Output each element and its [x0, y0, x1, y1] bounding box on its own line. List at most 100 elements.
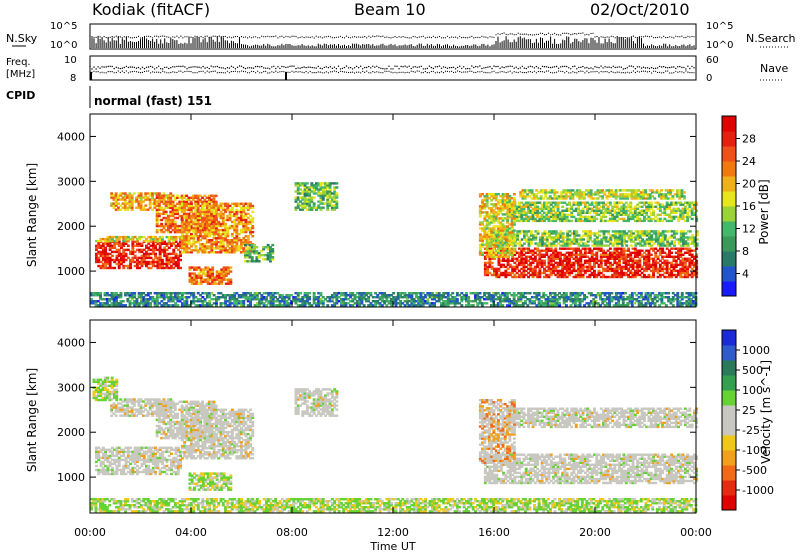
echo-cell: [111, 244, 114, 247]
echo-cell: [312, 196, 316, 199]
nave-dot: [471, 70, 473, 72]
echo-cell: [185, 194, 189, 197]
echo-cell: [176, 210, 179, 214]
echo-cell: [668, 236, 672, 239]
echo-cell: [670, 234, 674, 237]
echo-cell: [506, 257, 510, 260]
echo-cell: [634, 230, 638, 233]
echo-cell: [540, 261, 544, 265]
freq-dot: [473, 66, 475, 69]
echo-cell: [581, 267, 585, 271]
echo-cell: [171, 220, 175, 224]
echo-cell: [584, 230, 588, 233]
echo-cell: [531, 203, 535, 206]
freq-dot: [156, 67, 158, 69]
echo-cell: [682, 232, 685, 235]
echo-cell: [196, 216, 200, 220]
echo-cell: [568, 257, 571, 260]
echo-cell: [97, 256, 101, 260]
echo-cell: [144, 204, 148, 207]
echo-cell: [695, 267, 699, 271]
echo-cell: [312, 188, 316, 191]
echo-cell: [591, 232, 595, 235]
echo-cell: [556, 205, 560, 208]
echo-cell: [588, 238, 592, 241]
echo-cell: [658, 259, 662, 262]
echo-cell: [658, 267, 662, 271]
echo-cell: [618, 261, 621, 265]
nsearch-dot: [89, 35, 91, 38]
echo-cell: [599, 215, 603, 219]
echo-cell: [176, 230, 179, 234]
echo-cell: [171, 210, 175, 214]
echo-cell: [244, 241, 248, 244]
echo-cell: [113, 260, 117, 264]
echo-cell: [552, 238, 556, 241]
echo-cell: [99, 244, 103, 247]
echo-cell: [593, 273, 596, 277]
echo-cell: [632, 232, 635, 235]
echo-cell: [623, 236, 626, 239]
echo-cell: [192, 222, 196, 226]
echo-cell: [162, 194, 166, 197]
echo-cell: [668, 275, 671, 279]
nsearch-dot: [390, 37, 392, 39]
echo-cell: [217, 204, 221, 208]
echo-cell: [174, 262, 178, 266]
echo-cell: [164, 216, 168, 220]
echo-cell: [693, 263, 696, 267]
freq-dot: [525, 67, 527, 70]
nave-dot: [356, 71, 358, 73]
echo-cell: [135, 198, 139, 201]
echo-cell: [129, 262, 132, 266]
echo-cell: [219, 202, 223, 205]
echo-cell: [157, 196, 161, 199]
echo-cell: [581, 215, 585, 219]
echo-cell: [572, 201, 576, 204]
echo-cell: [577, 203, 580, 206]
echo-cell: [228, 226, 232, 230]
echo-cell: [636, 249, 640, 252]
echo-cell: [586, 247, 590, 250]
echo-cell: [638, 244, 642, 247]
echo-cell: [533, 255, 537, 258]
echo-cell: [622, 271, 626, 275]
echo-cell: [623, 242, 626, 245]
echo-cell: [224, 237, 227, 240]
echo-cell: [686, 259, 690, 262]
echo-cell: [208, 282, 212, 285]
freq-dot: [501, 66, 503, 68]
nave-dot: [564, 72, 566, 74]
echo-cell: [326, 190, 330, 193]
freq-dot: [632, 66, 635, 68]
nave-dot: [693, 72, 695, 74]
echo-cell: [631, 273, 635, 277]
echo-cell: [99, 260, 103, 264]
echo-cell: [543, 211, 546, 214]
freq-dot: [566, 65, 568, 68]
echo-cell: [207, 202, 211, 205]
echo-cell: [547, 209, 551, 212]
echo-cell: [629, 275, 633, 279]
echo-cell: [645, 232, 649, 235]
echo-cell: [611, 273, 615, 277]
echo-cell: [615, 249, 619, 252]
echo-cell: [563, 271, 567, 275]
echo-cell: [173, 216, 177, 220]
nave-dot: [606, 71, 608, 73]
echo-cell: [688, 261, 692, 265]
echo-cell: [172, 262, 176, 266]
echo-cell: [120, 262, 123, 266]
echo-cell: [524, 259, 528, 262]
echo-cell: [126, 264, 130, 268]
echo-cell: [533, 219, 537, 223]
echo-cell: [593, 232, 597, 235]
power-echo-cells: [90, 182, 699, 307]
echo-cell: [599, 211, 603, 214]
nave-dot: [99, 72, 101, 74]
freq-dot: [362, 68, 364, 70]
echo-cell: [128, 194, 132, 197]
freq-dot: [459, 65, 461, 67]
echo-cell: [541, 232, 545, 235]
nsearch-dot: [93, 36, 95, 38]
